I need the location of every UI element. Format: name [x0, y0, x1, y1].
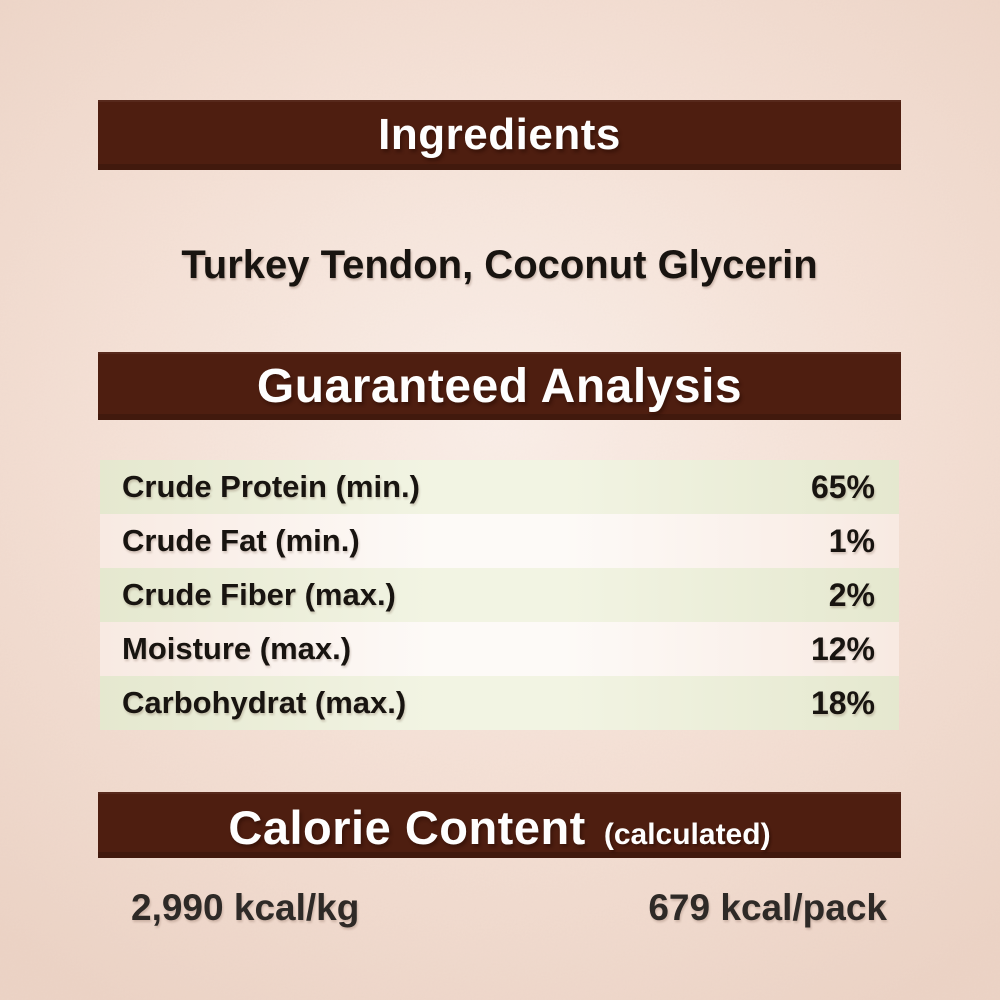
analysis-row: Crude Fiber (max.) 2% [100, 568, 899, 622]
ingredients-title: Ingredients [378, 110, 621, 159]
calorie-content-title: Calorie Content [228, 801, 586, 854]
calorie-content-subtitle: (calculated) [603, 818, 771, 851]
analysis-row: Carbohydrat (max.) 18% [100, 676, 899, 730]
ingredients-list: Turkey Tendon, Coconut Glycerin [181, 242, 818, 287]
analysis-row-label: Crude Fiber (max.) [122, 577, 396, 612]
analysis-row-label: Crude Protein (min.) [122, 469, 420, 504]
analysis-row-value: 18% [810, 684, 875, 721]
analysis-row: Crude Protein (min.) 65% [100, 460, 899, 514]
calorie-content-header-bar: Calorie Content (calculated) [98, 792, 901, 858]
analysis-row-value: 12% [810, 630, 875, 667]
analysis-row-value: 65% [810, 468, 875, 505]
analysis-row-value: 2% [828, 576, 875, 613]
calorie-values-row: 2,990 kcal/kg 679 kcal/pack [98, 882, 903, 934]
analysis-row-label: Carbohydrat (max.) [122, 685, 407, 720]
ingredients-header-bar: Ingredients [98, 100, 901, 170]
analysis-row-label: Crude Fat (min.) [122, 523, 360, 558]
guaranteed-analysis-title: Guaranteed Analysis [256, 359, 743, 413]
calorie-per-pack: 679 kcal/pack [648, 887, 887, 928]
analysis-row-label: Moisture (max.) [122, 631, 352, 666]
analysis-row-value: 1% [828, 522, 875, 559]
analysis-row: Moisture (max.) 12% [100, 622, 899, 676]
guaranteed-analysis-table: Crude Protein (min.) 65% Crude Fat (min.) 1… [100, 460, 899, 730]
analysis-row: Crude Fat (min.) 1% [100, 514, 899, 568]
guaranteed-analysis-header-bar: Guaranteed Analysis [98, 352, 901, 420]
calorie-per-kg: 2,990 kcal/kg [131, 887, 360, 928]
